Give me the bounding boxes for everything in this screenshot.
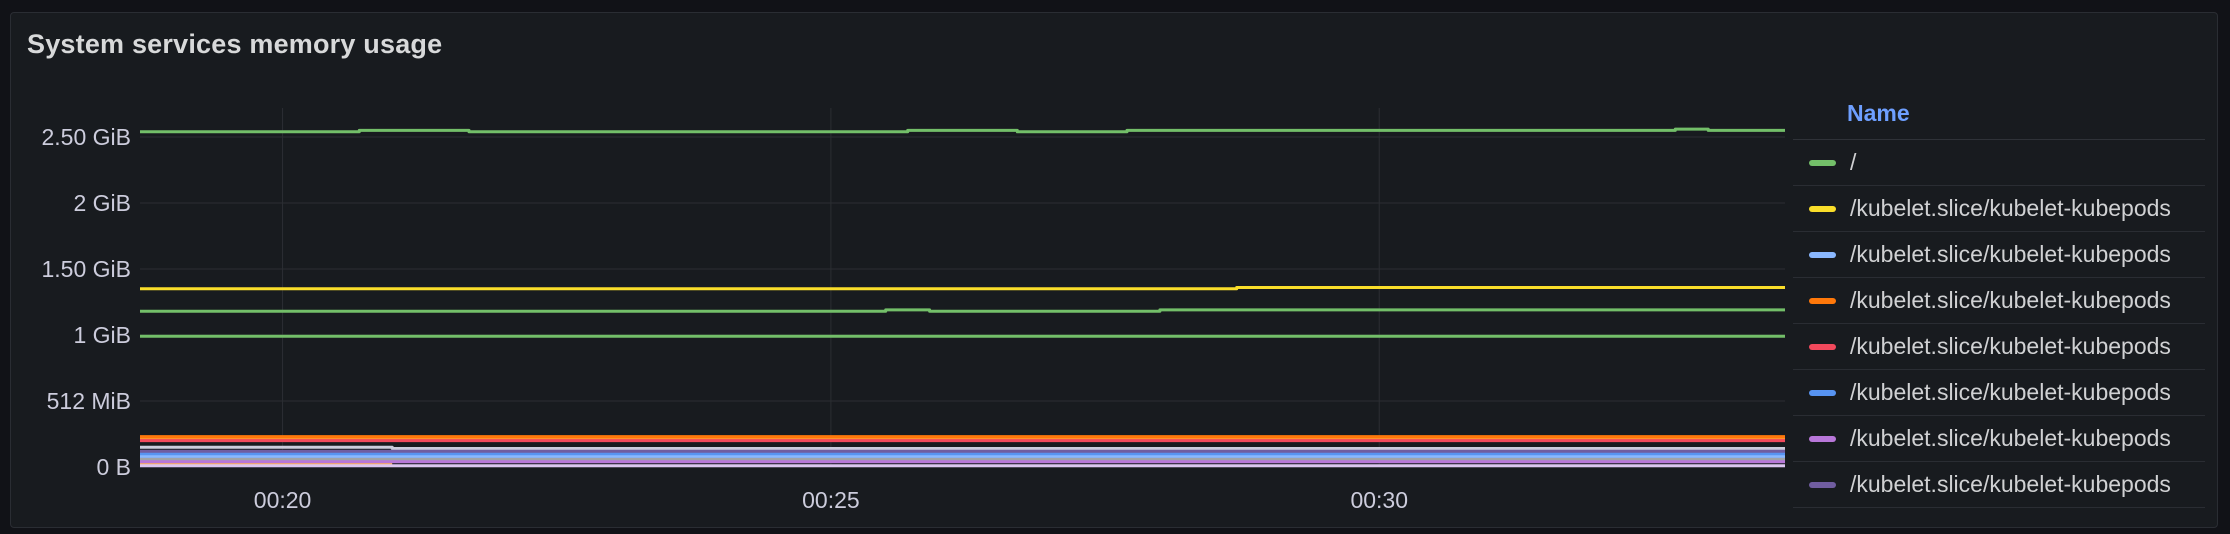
y-tick-label: 1.50 GiB [42, 256, 132, 282]
legend-label: /kubelet.slice/kubelet-kubepods [1850, 287, 2171, 313]
legend-rows: / /kubelet.slice/kubelet-kubepods/kubelet… [1793, 140, 2205, 508]
panel-title[interactable]: System services memory usage [27, 29, 443, 59]
legend-label: /kubelet.slice/kubelet-kubepods [1850, 379, 2171, 405]
series-line[interactable] [140, 127, 1785, 134]
y-tick-label: 1 GiB [73, 322, 131, 348]
x-tick-label: 00:30 [1350, 487, 1408, 513]
legend-swatch [1809, 297, 1836, 304]
legend-item[interactable]: /kubelet.slice/kubelet-kubepods [1793, 278, 2205, 324]
y-tick-label: 0 B [96, 454, 131, 480]
y-tick-label: 2 GiB [73, 190, 131, 216]
legend-swatch [1809, 435, 1836, 442]
legend-header-name[interactable]: Name [1793, 88, 2205, 140]
legend-item[interactable]: /kubelet.slice/kubelet-kubepods [1793, 232, 2205, 278]
legend-swatch [1809, 481, 1836, 488]
legend-item[interactable]: /kubelet.slice/kubelet-kubepods [1793, 186, 2205, 232]
legend: Name / /kubelet.slice/kubelet-kubepods/ku… [1793, 88, 2205, 508]
y-axis: 0 B 512 MiB 1 GiB 1.50 GiB 2 GiB 2.50 GiB [42, 124, 132, 480]
legend-label: /kubelet.slice/kubelet-kubepods [1850, 241, 2171, 267]
series-line[interactable] [140, 445, 1785, 450]
series-line[interactable] [140, 308, 1785, 313]
x-axis: 00:20 00:25 00:30 [254, 487, 1408, 513]
legend-label: /kubelet.slice/kubelet-kubepods [1850, 425, 2171, 451]
x-tick-label: 00:20 [254, 487, 312, 513]
legend-label: /kubelet.slice/kubelet-kubepods [1850, 333, 2171, 359]
legend-item[interactable]: /kubelet.slice/kubelet-kubepods [1793, 416, 2205, 462]
series-line[interactable] [140, 286, 1785, 291]
legend-swatch [1809, 251, 1836, 258]
series-lines [140, 127, 1785, 468]
legend-swatch [1809, 389, 1836, 396]
legend-swatch [1809, 343, 1836, 350]
legend-swatch [1809, 159, 1836, 166]
legend-item[interactable]: / [1793, 140, 2205, 186]
legend-label: / [1850, 149, 1857, 175]
legend-item[interactable]: /kubelet.slice/kubelet-kubepods [1793, 324, 2205, 370]
legend-swatch [1809, 205, 1836, 212]
legend-item[interactable]: /kubelet.slice/kubelet-kubepods [1793, 370, 2205, 416]
y-tick-label: 2.50 GiB [42, 124, 132, 150]
x-tick-label: 00:25 [802, 487, 860, 513]
legend-item[interactable]: /kubelet.slice/kubelet-kubepods [1793, 462, 2205, 508]
y-tick-label: 512 MiB [47, 388, 131, 414]
legend-label: /kubelet.slice/kubelet-kubepods [1850, 471, 2171, 497]
legend-label: /kubelet.slice/kubelet-kubepods [1850, 195, 2171, 221]
